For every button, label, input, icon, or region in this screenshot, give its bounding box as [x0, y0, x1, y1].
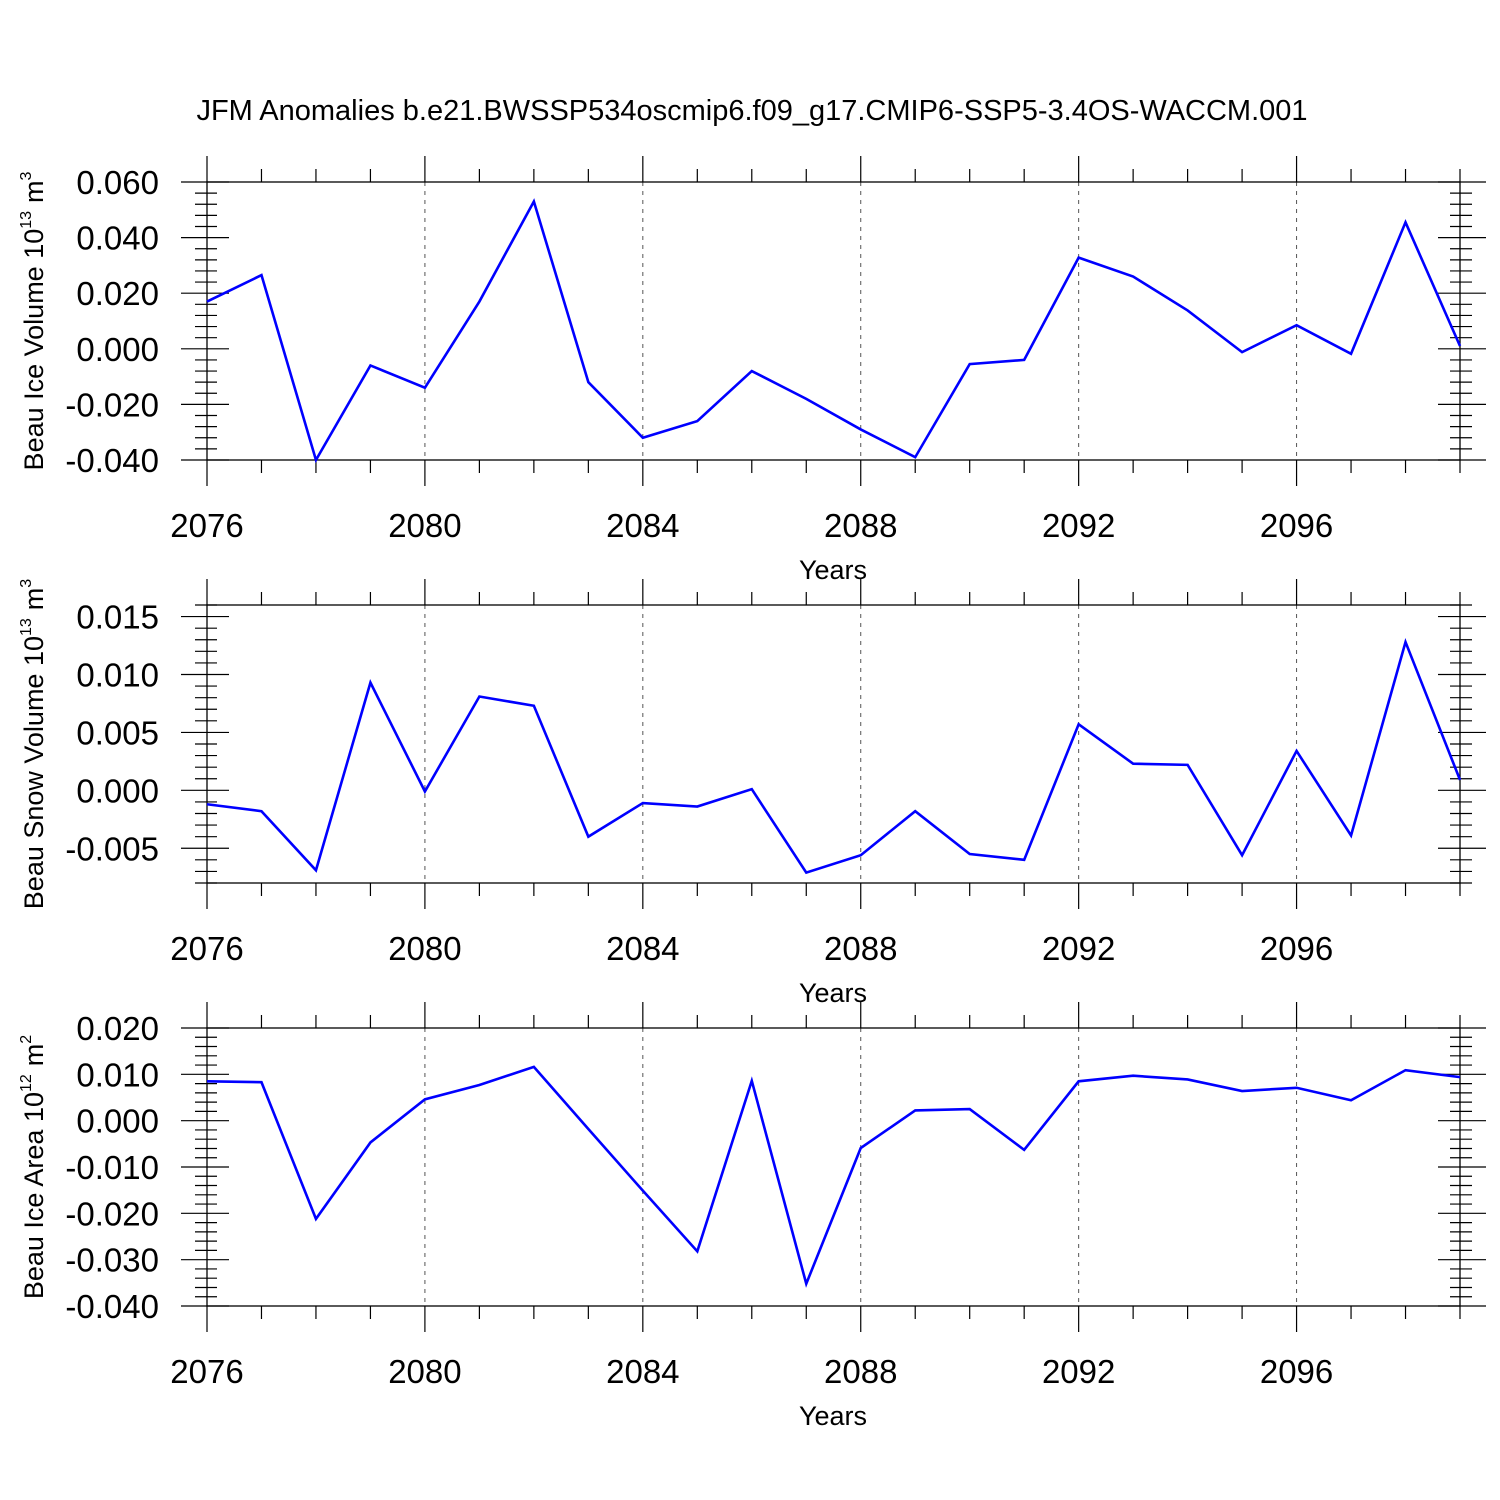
x-tick-label: 2080	[388, 1353, 461, 1390]
y-axis-label-superscript: 12	[18, 1074, 35, 1092]
y-axis-label-superscript: 3	[18, 579, 35, 588]
y-tick-label: -0.020	[65, 386, 159, 423]
x-tick-label: 2088	[824, 930, 897, 967]
plot-frame	[206, 1027, 1461, 1307]
x-tick-label: 2092	[1042, 507, 1115, 544]
y-tick-label: 0.005	[76, 714, 159, 751]
x-tick-label: 2080	[388, 930, 461, 967]
plot-frame	[206, 604, 1461, 884]
y-axis-label-part: Beau Ice Volume 10	[19, 229, 49, 471]
x-axis-label: Years	[799, 978, 867, 1008]
y-axis-label-part: m	[19, 588, 49, 611]
y-tick-label: 0.020	[76, 1010, 159, 1047]
panel-3: 0.020 0.010 0.000 -0.010 -0.020 -0.030 -0.040 2…	[18, 1002, 1486, 1431]
x-tick-label: 2076	[170, 507, 243, 544]
x-tick-label: 2076	[170, 930, 243, 967]
x-tick-label: 2084	[606, 507, 679, 544]
y-axis-label-part: m	[19, 180, 49, 203]
x-tick-label: 2084	[606, 930, 679, 967]
y-axis-label-superscript: 2	[18, 1035, 35, 1044]
x-tick-label: 2096	[1260, 1353, 1333, 1390]
x-tick-label: 2088	[824, 507, 897, 544]
y-axis-label-part: m	[19, 1044, 49, 1067]
series-line	[206, 198, 1462, 464]
y-tick-label: -0.040	[65, 442, 159, 479]
y-axis-label: Beau Ice Area 1012 m2	[18, 1035, 49, 1299]
y-axis-label: Beau Snow Volume 1013 m3	[18, 579, 49, 910]
y-axis-label-superscript: 3	[18, 171, 35, 180]
x-tick-label: 2092	[1042, 930, 1115, 967]
panel-1: 0.060 0.040 0.020 0.000 -0.020 -0.040 2076 2080…	[18, 156, 1486, 585]
x-tick-label: 2076	[170, 1353, 243, 1390]
x-tick-label: 2088	[824, 1353, 897, 1390]
chart-title: JFM Anomalies b.e21.BWSSP534oscmip6.f09_…	[196, 95, 1307, 127]
y-tick-label: -0.040	[65, 1288, 159, 1325]
series-line	[206, 1065, 1461, 1288]
plot-frame	[206, 181, 1461, 461]
y-tick-label: 0.000	[76, 772, 159, 809]
series-line	[206, 638, 1462, 875]
x-tick-label: 2096	[1260, 507, 1333, 544]
x-axis-label: Years	[799, 555, 867, 585]
y-axis-label-superscript: 13	[18, 618, 35, 636]
y-tick-label: -0.010	[65, 1149, 159, 1186]
x-tick-label: 2092	[1042, 1353, 1115, 1390]
y-tick-label: 0.000	[76, 331, 159, 368]
y-axis-label-superscript: 13	[18, 211, 35, 229]
x-tick-label: 2080	[388, 507, 461, 544]
y-tick-label: 0.040	[76, 220, 159, 257]
y-tick-label: -0.030	[65, 1242, 159, 1279]
y-tick-label: 0.010	[76, 1056, 159, 1093]
x-axis-label: Years	[799, 1401, 867, 1431]
y-tick-label: 0.000	[76, 1103, 159, 1140]
y-tick-label: -0.020	[65, 1195, 159, 1232]
x-tick-label: 2096	[1260, 930, 1333, 967]
x-tick-label: 2084	[606, 1353, 679, 1390]
y-tick-label: 0.020	[76, 275, 159, 312]
y-axis-label-part: Beau Snow Volume 10	[19, 636, 49, 909]
y-tick-label: 0.060	[76, 164, 159, 201]
y-tick-label: -0.005	[65, 830, 159, 867]
panel-2: 0.015 0.010 0.005 0.000 -0.005 2076 2080 2084 20…	[18, 579, 1486, 1008]
y-tick-label: 0.010	[76, 657, 159, 694]
y-tick-label: 0.015	[76, 599, 159, 636]
y-axis-label-part: Beau Ice Area 10	[19, 1092, 49, 1299]
y-axis-label: Beau Ice Volume 1013 m3	[18, 171, 49, 470]
